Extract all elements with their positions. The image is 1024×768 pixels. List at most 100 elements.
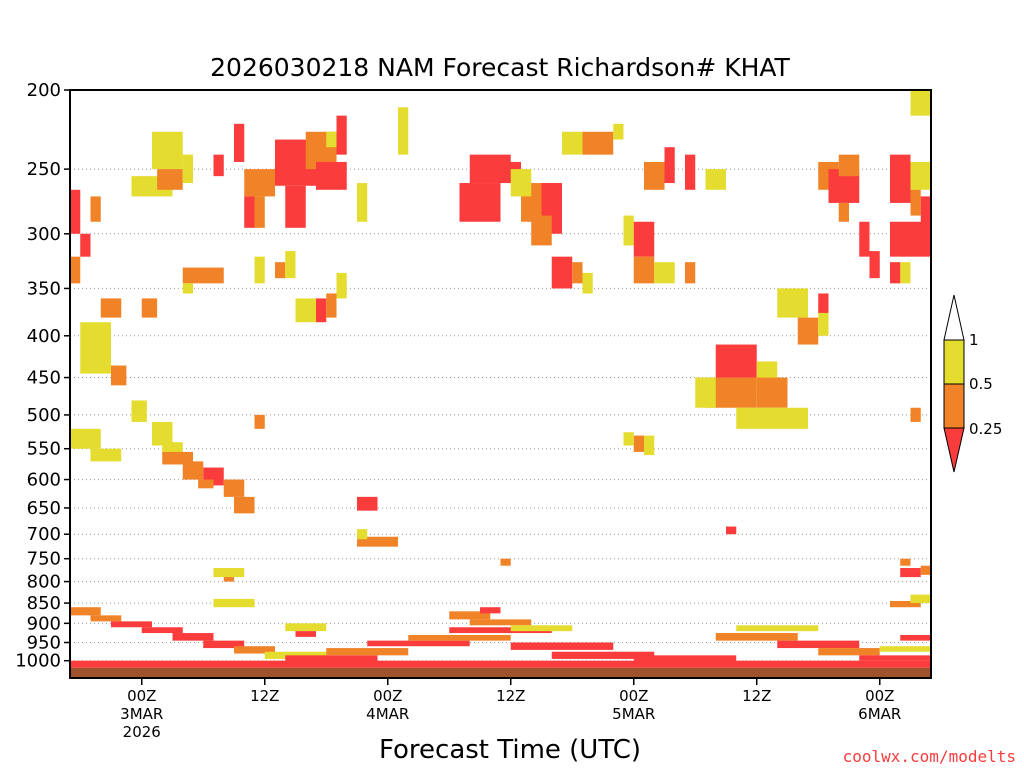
ri-cell	[890, 600, 921, 608]
ri-cell	[818, 648, 880, 656]
ri-cell	[152, 421, 173, 446]
ri-cell	[633, 256, 655, 284]
x-tick-label: 4MAR	[366, 705, 409, 723]
ri-cell	[264, 651, 327, 659]
x-tick-label: 2026	[123, 723, 161, 741]
ri-cell	[80, 322, 111, 374]
x-tick-label: 00Z	[127, 687, 156, 705]
ri-cell	[162, 451, 193, 465]
ri-cell	[285, 623, 327, 632]
ri-cell	[838, 154, 860, 177]
ri-cell	[182, 154, 193, 184]
ri-cell	[182, 267, 224, 284]
ri-cell	[198, 479, 214, 489]
ri-cell	[316, 298, 327, 323]
ri-cell	[736, 407, 808, 429]
ground-band	[70, 667, 931, 678]
ri-cell	[295, 631, 316, 637]
ri-cell	[172, 633, 214, 641]
y-tick-label: 700	[27, 524, 61, 545]
ri-cell	[715, 344, 757, 378]
y-tick-label: 550	[27, 439, 61, 460]
colorbar-label: 0.25	[969, 420, 1002, 438]
y-tick-label: 250	[27, 159, 61, 180]
ri-cell	[111, 621, 152, 628]
chart-title: 2026030218 NAM Forecast Richardson# KHAT	[210, 53, 790, 82]
ri-cell	[157, 169, 183, 190]
ri-cell	[285, 655, 378, 663]
ri-cell	[910, 189, 921, 216]
ri-cell	[70, 428, 101, 449]
ri-cell	[90, 196, 101, 222]
x-tick-label: 12Z	[250, 687, 279, 705]
y-tick-label: 850	[27, 593, 61, 614]
ri-cell	[623, 432, 634, 446]
x-axis-label: Forecast Time (UTC)	[379, 735, 641, 765]
ri-cell	[254, 414, 265, 429]
ri-cell	[357, 496, 378, 511]
ri-cell	[398, 107, 409, 155]
ri-cell	[213, 598, 255, 608]
ri-cell	[582, 272, 593, 294]
ri-cell	[326, 293, 337, 318]
colorbar-bottom-arrow	[943, 427, 965, 473]
y-tick-label: 400	[27, 326, 61, 347]
colorbar: 1 0.5 0.25	[943, 294, 1002, 473]
ri-cell	[244, 169, 275, 197]
plot-frame	[69, 89, 932, 679]
ri-cell	[213, 568, 245, 578]
ri-cell	[531, 215, 552, 246]
ri-cell	[623, 215, 634, 246]
colorbar-segment-mid	[943, 383, 965, 429]
ri-cell	[838, 202, 849, 222]
ri-cell	[705, 169, 726, 190]
ri-cell	[551, 256, 573, 289]
ri-cell	[90, 448, 122, 462]
x-tick-label: 5MAR	[612, 705, 655, 723]
ri-cell	[285, 185, 306, 228]
ri-cell	[633, 655, 737, 663]
ri-cell	[879, 646, 931, 652]
ri-cell	[582, 131, 614, 155]
ri-cell	[920, 196, 931, 234]
ri-cell	[449, 611, 491, 620]
x-tick-label: 00Z	[619, 687, 648, 705]
credit-text: coolwx.com/modelts	[843, 747, 1016, 766]
ri-cell	[859, 221, 870, 257]
ri-cell	[203, 640, 245, 649]
ri-cell	[449, 627, 552, 634]
y-tick-label: 450	[27, 368, 61, 389]
ri-cell	[469, 619, 532, 626]
ri-cell	[920, 565, 931, 575]
ri-cell	[900, 634, 931, 641]
ri-cell	[70, 660, 931, 668]
ri-cell	[357, 183, 368, 222]
y-tick-label: 950	[27, 633, 61, 654]
ri-cell	[234, 123, 245, 162]
ri-cell	[162, 442, 183, 456]
x-tick-label: 00Z	[373, 687, 402, 705]
ri-cell	[357, 536, 398, 547]
ri-cell	[295, 298, 316, 323]
ri-cell	[726, 526, 737, 535]
ri-cell	[408, 634, 511, 641]
ri-cell	[70, 256, 81, 284]
y-tick-label: 800	[27, 572, 61, 593]
y-tick-label: 200	[27, 80, 61, 101]
ri-cell	[152, 131, 183, 170]
x-tick-label: 6MAR	[858, 705, 901, 723]
ri-cell	[890, 154, 911, 203]
ground-layer	[70, 667, 931, 678]
y-tick-label: 650	[27, 498, 61, 519]
ri-cell	[285, 251, 296, 279]
ri-cell	[715, 633, 798, 641]
ri-cell	[685, 262, 696, 284]
ri-cell	[572, 262, 583, 284]
ri-cell	[336, 115, 347, 155]
ri-cell	[654, 262, 675, 284]
ri-cell	[254, 196, 265, 228]
ri-cell	[234, 496, 255, 514]
ri-cell	[818, 293, 829, 313]
